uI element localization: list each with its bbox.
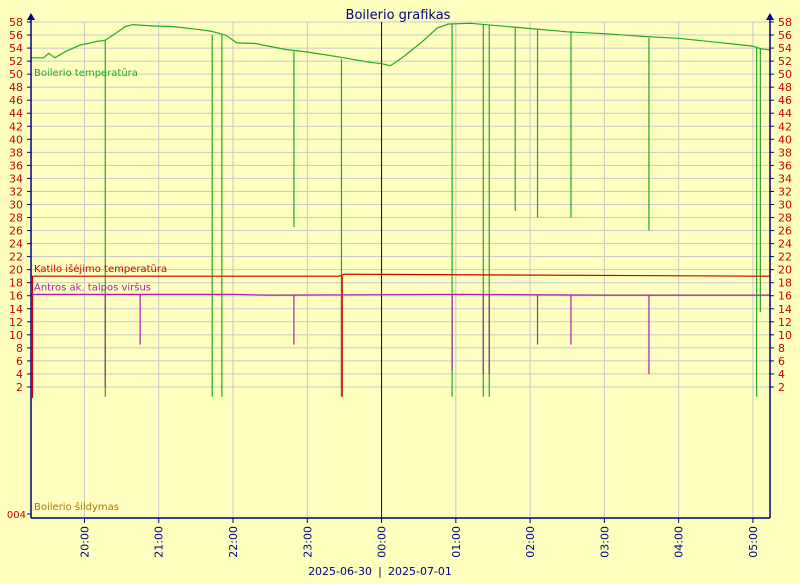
series-label-2: Antros ak. talpos viršus: [34, 281, 151, 293]
y-tick-label-right: 38: [778, 146, 792, 159]
y-tick-label-left: 44: [9, 107, 23, 120]
y-tick-label-left: 30: [9, 198, 23, 211]
heating-panel-label: Boilerio šildymas: [34, 501, 119, 513]
series-line-1: [31, 273, 771, 277]
x-tick-label: 02:00: [524, 526, 537, 558]
y-tick-label-right: 4: [778, 368, 785, 381]
axes: [27, 13, 774, 523]
date-label-left: 2025-06-30: [308, 565, 372, 578]
date-label-separator: |: [378, 565, 382, 578]
y-tick-label-right: 16: [778, 290, 792, 303]
y-tick-label-right: 10: [778, 329, 792, 342]
y-tick-label-left: 42: [9, 120, 23, 133]
y-tick-label-left: 18: [9, 277, 23, 290]
date-label-right: 2025-07-01: [388, 565, 452, 578]
series-line-2: [31, 293, 770, 296]
heating-panel-tick: 004: [7, 510, 26, 521]
chart-title: Boilerio grafikas: [346, 8, 451, 23]
y-tick-label-right: 52: [778, 55, 792, 68]
x-tick-label: 04:00: [673, 526, 686, 558]
x-tick-label: 21:00: [153, 526, 166, 558]
y-tick-label-right: 26: [778, 225, 792, 238]
y-tick-label-right: 58: [778, 16, 792, 29]
x-tick-label: 23:00: [301, 526, 314, 558]
y-tick-label-right: 8: [778, 342, 785, 355]
y-tick-label-left: 12: [9, 316, 23, 329]
y-tick-label-left: 16: [9, 290, 23, 303]
y-tick-label-right: 36: [778, 159, 792, 172]
series-label-0: Boilerio temperatūra: [34, 68, 138, 79]
y-tick-label-left: 20: [9, 264, 23, 277]
y-tick-label-left: 50: [9, 68, 23, 81]
y-tick-label-left: 38: [9, 146, 23, 159]
y-tick-label-left: 24: [9, 238, 23, 251]
y-tick-label-right: 42: [778, 120, 792, 133]
y-tick-label-left: 6: [16, 355, 23, 368]
y-tick-label-left: 54: [9, 42, 23, 55]
y-tick-label-left: 22: [9, 251, 23, 264]
grid: [31, 21, 770, 518]
x-tick-label: 01:00: [450, 526, 463, 558]
y-tick-label-right: 2: [778, 381, 785, 394]
series-layer: [31, 22, 771, 399]
y-tick-label-left: 40: [9, 133, 23, 146]
y-tick-label-left: 34: [9, 172, 23, 185]
y-axis-arrow-left: [27, 13, 35, 20]
y-tick-label-left: 56: [9, 29, 23, 42]
y-tick-label-right: 14: [778, 303, 792, 316]
y-tick-label-left: 28: [9, 212, 23, 225]
y-axis-arrow-right: [766, 13, 774, 20]
y-tick-label-right: 40: [778, 133, 792, 146]
series-line-0: [31, 22, 771, 67]
y-tick-label-left: 10: [9, 329, 23, 342]
y-tick-label-left: 48: [9, 81, 23, 94]
y-tick-label-right: 30: [778, 198, 792, 211]
y-tick-label-right: 34: [778, 172, 792, 185]
y-tick-label-left: 46: [9, 94, 23, 107]
y-tick-label-left: 52: [9, 55, 23, 68]
y-tick-label-right: 28: [778, 212, 792, 225]
y-tick-label-right: 48: [778, 81, 792, 94]
y-tick-label-right: 54: [778, 42, 792, 55]
y-tick-label-right: 6: [778, 355, 785, 368]
y-tick-label-right: 20: [778, 264, 792, 277]
y-tick-label-left: 2: [16, 381, 23, 394]
y-tick-label-right: 44: [778, 107, 792, 120]
y-tick-label-right: 12: [778, 316, 792, 329]
y-tick-label-right: 18: [778, 277, 792, 290]
y-tick-label-right: 50: [778, 68, 792, 81]
x-tick-label: 03:00: [598, 526, 611, 558]
y-tick-label-left: 4: [16, 368, 23, 381]
y-tick-label-left: 36: [9, 159, 23, 172]
x-tick-label: 22:00: [227, 526, 240, 558]
y-tick-label-right: 32: [778, 185, 792, 198]
y-tick-label-right: 56: [778, 29, 792, 42]
y-tick-label-left: 14: [9, 303, 23, 316]
y-tick-label-left: 8: [16, 342, 23, 355]
series-label-1: Katilo išėjimo temperatūra: [34, 263, 167, 275]
y-tick-label-left: 32: [9, 185, 23, 198]
y-tick-label-left: 26: [9, 225, 23, 238]
y-tick-label-right: 24: [778, 238, 792, 251]
y-tick-label-right: 46: [778, 94, 792, 107]
x-tick-label: 20:00: [78, 526, 91, 558]
x-tick-label: 05:00: [747, 526, 760, 558]
y-tick-label-left: 58: [9, 16, 23, 29]
y-tick-label-right: 22: [778, 251, 792, 264]
x-tick-label: 00:00: [376, 526, 389, 558]
